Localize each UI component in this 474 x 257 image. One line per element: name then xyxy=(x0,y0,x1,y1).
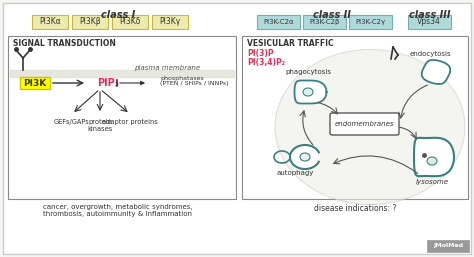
Text: protein
kinases: protein kinases xyxy=(87,119,113,132)
FancyBboxPatch shape xyxy=(32,15,68,29)
Text: PI3Kβ: PI3Kβ xyxy=(79,17,101,26)
Text: PI3Kδ: PI3Kδ xyxy=(119,17,141,26)
FancyBboxPatch shape xyxy=(257,15,300,29)
Text: plasma membrane: plasma membrane xyxy=(134,65,200,71)
FancyBboxPatch shape xyxy=(303,15,346,29)
Polygon shape xyxy=(294,80,327,104)
FancyBboxPatch shape xyxy=(242,36,468,199)
Polygon shape xyxy=(290,145,319,169)
FancyBboxPatch shape xyxy=(3,3,471,254)
Text: PI(3)P: PI(3)P xyxy=(247,49,273,58)
Text: VESICULAR TRAFFIC: VESICULAR TRAFFIC xyxy=(247,39,334,48)
Ellipse shape xyxy=(427,157,437,165)
Text: phosphatases
(PTEN / SHIPs / INNPs): phosphatases (PTEN / SHIPs / INNPs) xyxy=(160,76,228,86)
Text: endocytosis: endocytosis xyxy=(409,51,451,57)
Text: class I: class I xyxy=(101,10,135,20)
Text: disease indications: ?: disease indications: ? xyxy=(314,204,396,213)
Polygon shape xyxy=(422,60,450,84)
Text: phagocytosis: phagocytosis xyxy=(285,69,331,75)
FancyBboxPatch shape xyxy=(408,15,451,29)
Text: class II: class II xyxy=(313,10,351,20)
FancyBboxPatch shape xyxy=(112,15,148,29)
Text: class III: class III xyxy=(409,10,451,20)
Text: cancer, overgrowth, metabolic syndromes,
thrombosis, autoimmunity & inflammation: cancer, overgrowth, metabolic syndromes,… xyxy=(43,204,193,217)
Text: PI3Kα: PI3Kα xyxy=(39,17,61,26)
Text: lysosome: lysosome xyxy=(416,179,448,185)
FancyBboxPatch shape xyxy=(8,36,236,199)
Text: PI3K-C2α: PI3K-C2α xyxy=(263,19,294,25)
Text: autophagy: autophagy xyxy=(276,170,314,176)
Ellipse shape xyxy=(303,88,313,96)
FancyBboxPatch shape xyxy=(72,15,108,29)
Text: PI3Kγ: PI3Kγ xyxy=(159,17,181,26)
Text: JMolMed: JMolMed xyxy=(433,243,463,249)
FancyBboxPatch shape xyxy=(330,113,399,135)
Ellipse shape xyxy=(275,50,465,205)
Text: PI3K-C2β: PI3K-C2β xyxy=(310,19,340,25)
Text: SIGNAL TRANSDUCTION: SIGNAL TRANSDUCTION xyxy=(13,39,116,48)
Ellipse shape xyxy=(300,153,310,161)
FancyBboxPatch shape xyxy=(152,15,188,29)
Text: adaptor proteins: adaptor proteins xyxy=(102,119,158,125)
Text: PI3K-C2γ: PI3K-C2γ xyxy=(356,19,385,25)
Text: endomembranes: endomembranes xyxy=(334,121,394,127)
Text: Vps34: Vps34 xyxy=(417,17,441,26)
FancyBboxPatch shape xyxy=(349,15,392,29)
Text: GEFs/GAPs: GEFs/GAPs xyxy=(54,119,90,125)
Text: PI3K: PI3K xyxy=(23,78,46,87)
Text: PI(3,4)P₂: PI(3,4)P₂ xyxy=(247,58,285,67)
FancyBboxPatch shape xyxy=(20,77,50,89)
FancyBboxPatch shape xyxy=(427,240,469,252)
Polygon shape xyxy=(414,138,454,176)
Text: PIP₃: PIP₃ xyxy=(97,78,119,88)
